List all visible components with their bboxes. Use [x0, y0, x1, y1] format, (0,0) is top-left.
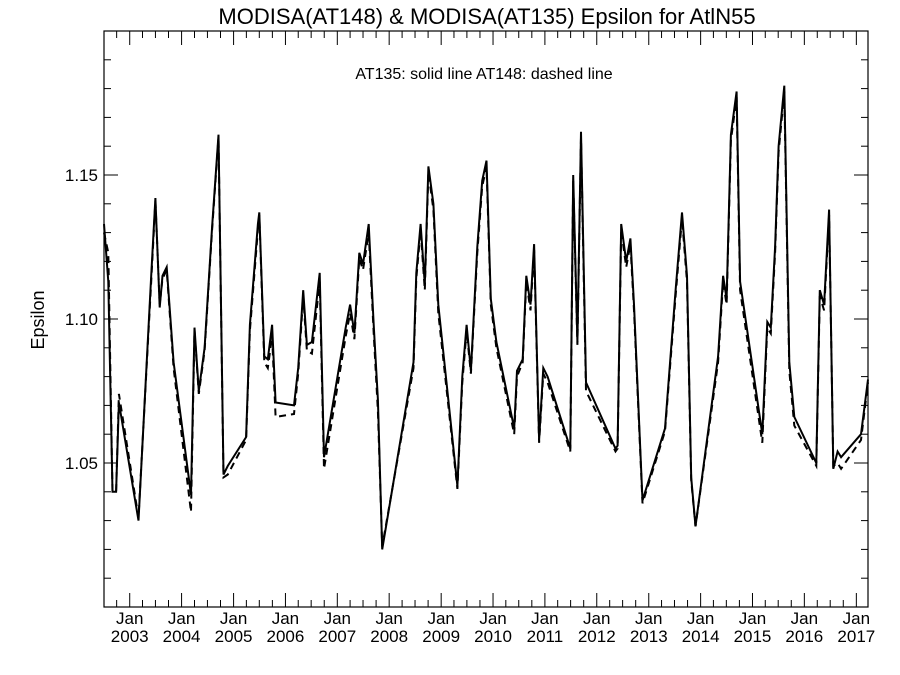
- y-tick-label: 1.10: [65, 310, 98, 329]
- x-tick-year-label: 2013: [630, 627, 668, 646]
- x-tick-month-label: Jan: [479, 609, 506, 628]
- x-tick-month-label: Jan: [427, 609, 454, 628]
- x-tick-year-label: 2017: [837, 627, 875, 646]
- x-tick-month-label: Jan: [687, 609, 714, 628]
- y-axis-label: Epsilon: [28, 290, 48, 349]
- x-tick-year-label: 2005: [215, 627, 253, 646]
- series-line-at148: [103, 91, 869, 547]
- x-tick-month-label: Jan: [375, 609, 402, 628]
- x-tick-month-label: Jan: [272, 609, 299, 628]
- x-tick-year-label: 2006: [267, 627, 305, 646]
- x-tick-year-label: 2011: [527, 627, 564, 646]
- x-tick-month-label: Jan: [531, 609, 558, 628]
- x-tick-month-label: Jan: [116, 609, 143, 628]
- x-tick-year-label: 2016: [785, 627, 823, 646]
- y-tick-label: 1.05: [65, 454, 98, 473]
- x-tick-year-label: 2003: [111, 627, 149, 646]
- line-style-annotation: AT135: solid line AT148: dashed line: [355, 66, 612, 83]
- series-lines: [103, 85, 869, 550]
- x-tick-month-label: Jan: [791, 609, 818, 628]
- x-tick-month-label: Jan: [843, 609, 870, 628]
- x-tick-year-label: 2015: [734, 627, 772, 646]
- x-tick-month-label: Jan: [635, 609, 662, 628]
- x-tick-year-label: 2009: [422, 627, 460, 646]
- x-tick-year-label: 2010: [474, 627, 512, 646]
- x-tick-month-label: Jan: [739, 609, 766, 628]
- x-tick-year-label: 2014: [682, 627, 720, 646]
- x-tick-year-label: 2004: [163, 627, 201, 646]
- x-tick-year-label: 2008: [370, 627, 408, 646]
- x-tick-year-label: 2012: [578, 627, 616, 646]
- x-tick-month-label: Jan: [220, 609, 247, 628]
- x-tick-month-label: Jan: [583, 609, 610, 628]
- axes: 1.051.101.15Jan2003Jan2004Jan2005Jan2006…: [65, 31, 875, 646]
- x-tick-year-label: 2007: [318, 627, 356, 646]
- chart-title: MODISA(AT148) & MODISA(AT135) Epsilon fo…: [218, 4, 755, 29]
- x-tick-month-label: Jan: [168, 609, 195, 628]
- x-tick-month-label: Jan: [324, 609, 351, 628]
- y-tick-label: 1.15: [65, 166, 98, 185]
